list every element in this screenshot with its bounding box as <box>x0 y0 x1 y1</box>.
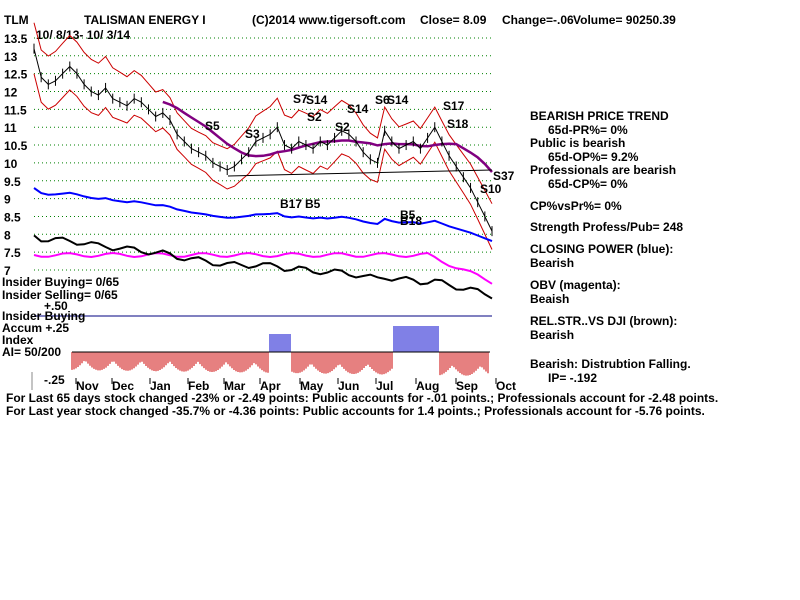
x-tick-label: Aug <box>416 379 439 393</box>
price-line <box>33 48 493 232</box>
cp-value: 65d-CP%= 0% <box>548 176 628 191</box>
change-value: Change=-.06 <box>502 13 574 27</box>
footer-line-65d: For Last 65 days stock changed -23% or -… <box>6 391 719 405</box>
y-tick-label: 9.5 <box>4 175 21 189</box>
accum-plus-50: +.50 <box>44 299 68 313</box>
grid-lines <box>34 37 492 271</box>
signal-label: S18 <box>447 117 469 131</box>
relstr-label: REL.STR..VS DJI (brown): <box>530 314 678 328</box>
ip-value: IP= -.192 <box>548 370 598 385</box>
x-tick-label: Nov <box>76 379 99 393</box>
x-tick-label: Oct <box>496 379 516 393</box>
signal-label: S37 <box>493 169 515 183</box>
y-tick-label: 10 <box>4 157 18 171</box>
y-tick-label: 9 <box>4 193 11 207</box>
insider-buying-label: Insider Buying <box>2 309 85 323</box>
copyright: (C)2014 www.tigersoft.com <box>252 13 406 27</box>
relstr-state: Bearish <box>530 327 575 342</box>
signal-label: S2 <box>335 120 350 134</box>
accum-state: Bearish: Distrubtion Falling. <box>530 357 691 371</box>
x-tick-label: Mar <box>224 379 246 393</box>
x-tick-label: Apr <box>260 379 281 393</box>
x-tick-label: Sep <box>456 379 478 393</box>
y-tick-label: 8 <box>4 228 11 242</box>
signal-label: S14 <box>347 102 369 116</box>
y-tick-label: 7.5 <box>4 246 21 260</box>
ai-value: AI= 50/200 <box>2 345 61 359</box>
y-axis: 13.5 13 12.5 12 11.5 11 10.5 10 9.5 9 8.5 8 7.5 7 <box>4 32 28 278</box>
closing-power-state: Bearish <box>530 255 575 270</box>
index-label: Index <box>2 333 34 347</box>
signal-label: S14 <box>387 93 409 107</box>
x-tick-label: Feb <box>188 379 209 393</box>
accum-label: Accum +.25 <box>2 321 69 335</box>
volume-value: Volume= 90250.39 <box>573 13 676 27</box>
obv-line <box>33 251 493 285</box>
x-tick-label: Jan <box>150 379 171 393</box>
professionals-label: Professionals are bearish <box>530 163 677 177</box>
pr-value: 65d-PR%= 0% <box>548 122 628 137</box>
signal-label: S14 <box>306 93 328 107</box>
x-tick-label: Dec <box>112 379 134 393</box>
signal-label: B17 <box>280 197 302 211</box>
trend-label: BEARISH PRICE TREND <box>530 109 669 123</box>
y-tick-label: 12.5 <box>4 68 28 82</box>
cpvspr-value: CP%vsPr%= 0% <box>530 199 622 213</box>
accum-index-histogram <box>71 326 490 376</box>
signal-label: S17 <box>443 99 465 113</box>
signal-label: B18 <box>400 214 422 228</box>
op-value: 65d-OP%= 9.2% <box>548 149 639 164</box>
signal-label: S3 <box>245 127 260 141</box>
support-line <box>227 169 493 177</box>
relative-strength-line <box>33 234 493 300</box>
obv-label: OBV (magenta): <box>530 278 621 292</box>
strength-value: Strength Profess/Pub= 248 <box>530 219 684 234</box>
signal-label: B5 <box>400 208 416 222</box>
insider-buying-count: Insider Buying= 0/65 <box>2 275 119 289</box>
x-axis: Nov Dec Jan Feb Mar Apr May Jun Jul Aug Sep Oct <box>31 372 516 393</box>
y-tick-label: 7 <box>4 264 11 278</box>
ticker-label: TLM <box>4 13 29 27</box>
signal-label: S2 <box>307 110 322 124</box>
date-range: 10/ 8/13- 10/ 3/14 <box>36 28 130 42</box>
signal-label: S6 <box>375 93 390 107</box>
accum-minus-25: -.25 <box>44 373 65 387</box>
analysis-panel: BEARISH PRICE TREND 65d-PR%= 0% Public i… <box>530 109 795 385</box>
closing-power-line <box>33 187 493 243</box>
y-tick-label: 10.5 <box>4 139 28 153</box>
close-value: Close= 8.09 <box>420 13 487 27</box>
lower-band-line <box>33 73 493 250</box>
closing-power-label: CLOSING POWER (blue): <box>530 242 674 256</box>
y-tick-label: 12 <box>4 86 18 100</box>
signal-label: S7 <box>293 92 308 106</box>
signal-label: B5 <box>305 197 321 211</box>
public-label: Public is bearish <box>530 136 626 150</box>
chart-series <box>33 22 493 317</box>
y-tick-label: 13 <box>4 50 18 64</box>
upper-band-line <box>33 22 493 204</box>
y-tick-label: 8.5 <box>4 210 21 224</box>
obv-state: Beaish <box>530 291 570 306</box>
x-tick-label: Jul <box>376 379 393 393</box>
footer-line-year: For Last year stock changed -35.7% or -4… <box>6 404 705 418</box>
insider-selling-count: Insider Selling= 0/65 <box>2 288 118 302</box>
y-tick-label: 11 <box>4 121 17 135</box>
signal-label: S10 <box>480 182 502 196</box>
company-name: TALISMAN ENERGY I <box>84 13 206 27</box>
x-tick-label: Jun <box>338 379 359 393</box>
y-tick-label: 13.5 <box>4 32 28 46</box>
y-tick-label: 11.5 <box>4 103 27 117</box>
signal-label: S5 <box>205 119 220 133</box>
x-tick-label: May <box>300 379 324 393</box>
